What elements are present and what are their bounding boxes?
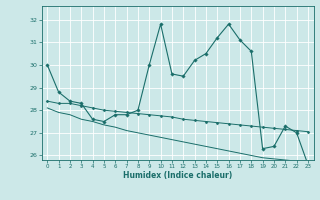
X-axis label: Humidex (Indice chaleur): Humidex (Indice chaleur) — [123, 171, 232, 180]
